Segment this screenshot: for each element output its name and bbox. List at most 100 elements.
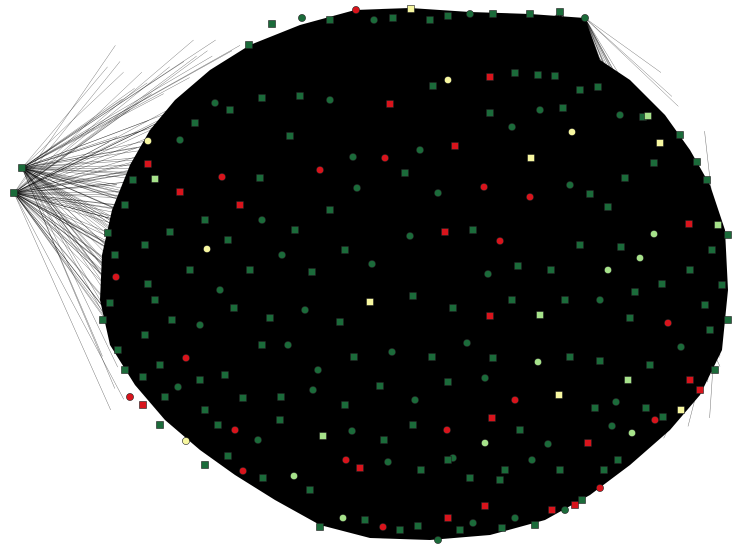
graph-edge — [21, 98, 123, 169]
node-circle — [508, 123, 516, 131]
node-square — [414, 522, 422, 530]
node-square — [708, 246, 716, 254]
node-square — [489, 10, 497, 18]
graph-edge — [584, 17, 673, 97]
node-circle — [511, 396, 519, 404]
node-circle — [443, 426, 451, 434]
node-square — [10, 189, 18, 197]
node-square — [151, 175, 159, 183]
node-circle — [339, 514, 347, 522]
graph-edge — [21, 88, 135, 169]
node-square — [319, 432, 327, 440]
node-circle — [650, 230, 658, 238]
node-square — [724, 231, 732, 239]
node-square — [714, 221, 722, 229]
node-square — [386, 100, 394, 108]
node-square — [156, 361, 164, 369]
graph-edge — [13, 192, 111, 411]
graph-edge — [13, 192, 135, 196]
node-square — [256, 174, 264, 182]
node-square — [356, 464, 364, 472]
node-square — [551, 72, 559, 80]
graph-edge — [13, 136, 152, 194]
node-square — [498, 524, 506, 532]
node-square — [296, 92, 304, 100]
node-square — [586, 190, 594, 198]
node-circle — [353, 184, 361, 192]
node-circle — [469, 519, 477, 527]
node-square — [326, 16, 334, 24]
node-circle — [411, 396, 419, 404]
node-square — [361, 516, 369, 524]
node-square — [718, 281, 726, 289]
node-circle — [326, 96, 334, 104]
node-square — [724, 316, 732, 324]
node-square — [376, 382, 384, 390]
node-square — [658, 280, 666, 288]
node-square — [396, 526, 404, 534]
node-circle — [496, 237, 504, 245]
node-square — [224, 452, 232, 460]
node-circle — [176, 136, 184, 144]
node-circle — [309, 386, 317, 394]
node-square — [196, 376, 204, 384]
graph-edge — [21, 55, 213, 169]
node-circle — [182, 354, 190, 362]
node-circle — [596, 484, 604, 492]
node-square — [221, 371, 229, 379]
node-circle — [406, 232, 414, 240]
node-square — [144, 160, 152, 168]
node-square — [417, 466, 425, 474]
node-square — [488, 414, 496, 422]
node-square — [341, 401, 349, 409]
graph-edge — [13, 71, 143, 194]
node-square — [236, 201, 244, 209]
node-square — [555, 391, 563, 399]
node-circle — [604, 266, 612, 274]
node-square — [449, 304, 457, 312]
node-square — [166, 228, 174, 236]
node-square — [258, 94, 266, 102]
graph-edge — [21, 130, 141, 169]
node-circle — [388, 348, 396, 356]
node-square — [230, 304, 238, 312]
node-square — [706, 326, 714, 334]
node-circle — [677, 343, 685, 351]
graph-edge — [13, 173, 130, 194]
graph-edge — [21, 66, 108, 169]
node-square — [286, 132, 294, 140]
node-square — [444, 514, 452, 522]
node-square — [106, 299, 114, 307]
node-square — [186, 266, 194, 274]
graph-edge — [21, 61, 185, 169]
node-square — [693, 158, 701, 166]
node-circle — [284, 341, 292, 349]
node-square — [701, 301, 709, 309]
node-circle — [316, 166, 324, 174]
node-square — [508, 296, 516, 304]
node-circle — [616, 111, 624, 119]
graph-edge — [13, 45, 116, 194]
node-square — [226, 106, 234, 114]
node-square — [685, 220, 693, 228]
node-circle — [581, 14, 589, 22]
node-circle — [528, 456, 536, 464]
node-square — [141, 241, 149, 249]
graph-edge — [13, 55, 197, 194]
graph-edge — [21, 120, 149, 169]
graph-edge — [13, 192, 124, 400]
node-circle — [651, 416, 659, 424]
node-square — [214, 421, 222, 429]
node-square — [326, 206, 334, 214]
node-square — [156, 421, 164, 429]
node-square — [511, 69, 519, 77]
graph-edge — [13, 61, 121, 194]
node-circle — [211, 99, 219, 107]
node-square — [566, 353, 574, 361]
graph-edge — [13, 184, 117, 194]
node-square — [441, 228, 449, 236]
node-square — [486, 73, 494, 81]
node-square — [129, 176, 137, 184]
node-square — [531, 521, 539, 529]
